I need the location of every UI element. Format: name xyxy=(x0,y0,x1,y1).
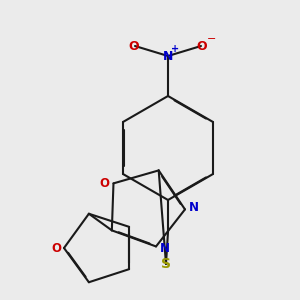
Text: +: + xyxy=(171,44,179,54)
Text: N: N xyxy=(189,201,199,214)
Text: N: N xyxy=(163,50,173,62)
Text: −: − xyxy=(207,34,217,44)
Text: N: N xyxy=(160,242,170,255)
Text: O: O xyxy=(197,40,207,52)
Text: O: O xyxy=(51,242,61,254)
Text: O: O xyxy=(129,40,139,52)
Text: S: S xyxy=(161,257,171,271)
Text: O: O xyxy=(100,177,110,190)
